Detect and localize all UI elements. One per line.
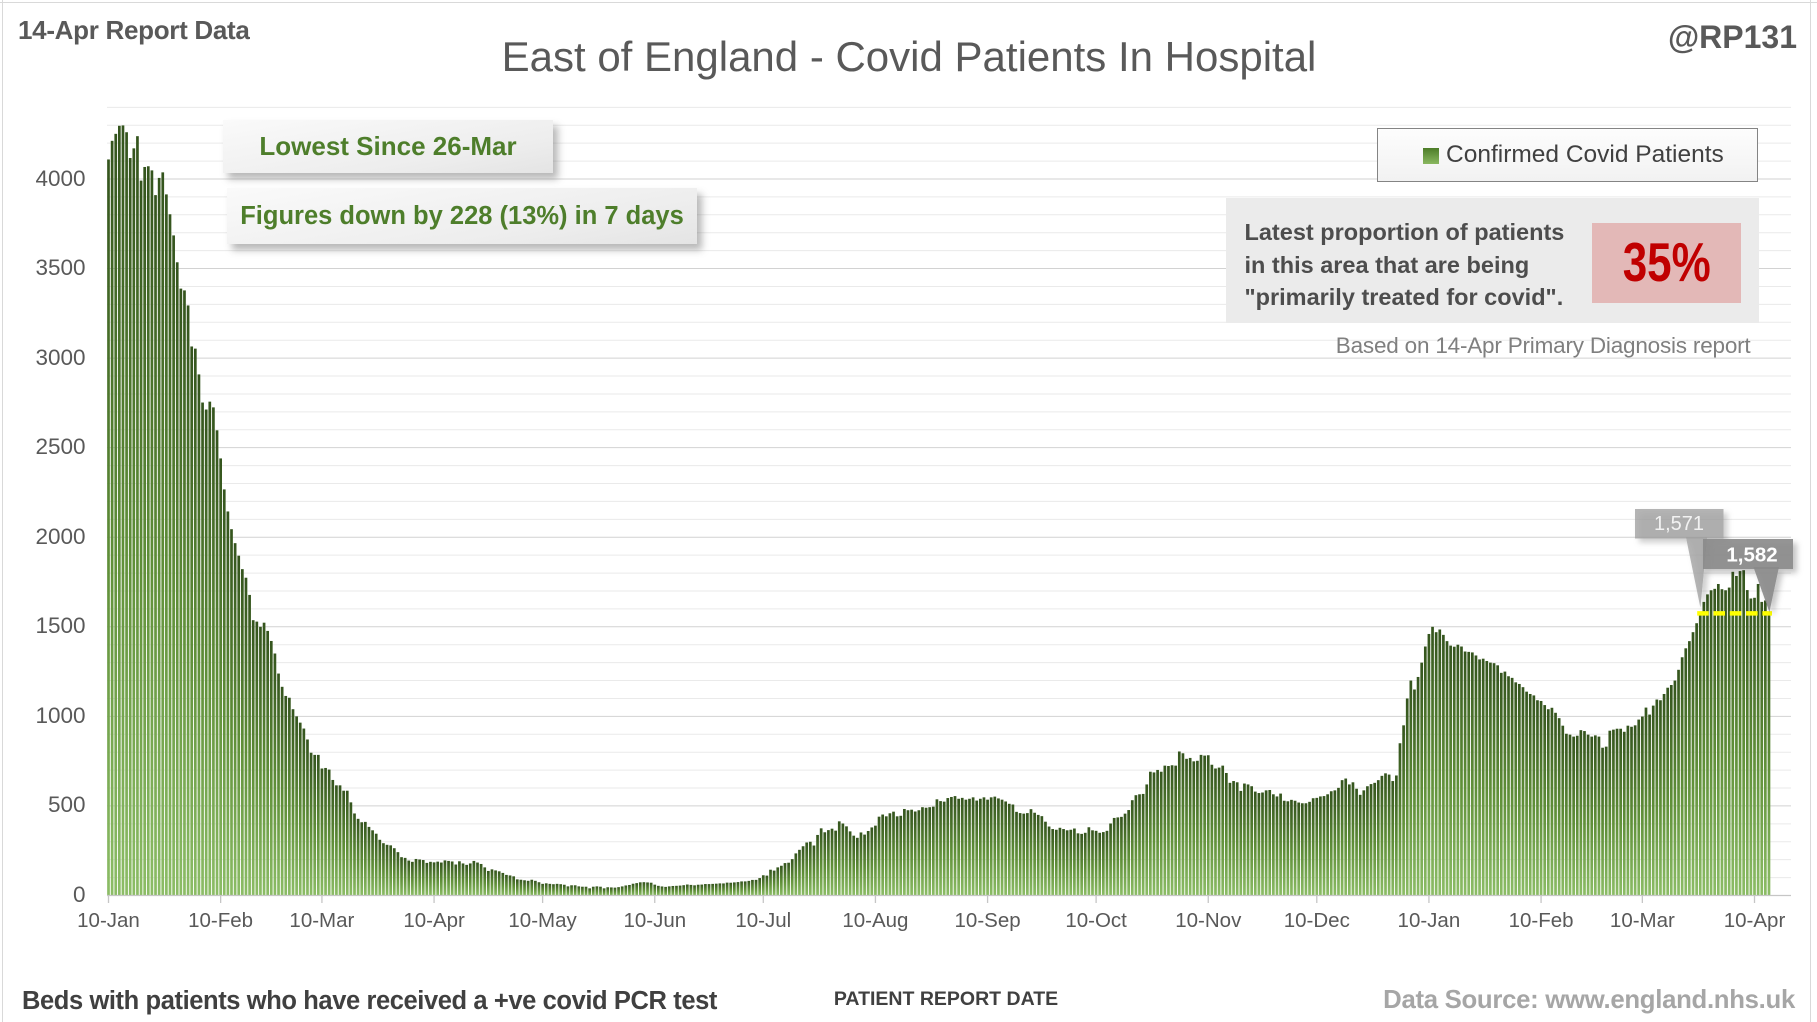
svg-text:1,571: 1,571 xyxy=(1654,513,1704,535)
svg-text:1,582: 1,582 xyxy=(1726,544,1777,567)
